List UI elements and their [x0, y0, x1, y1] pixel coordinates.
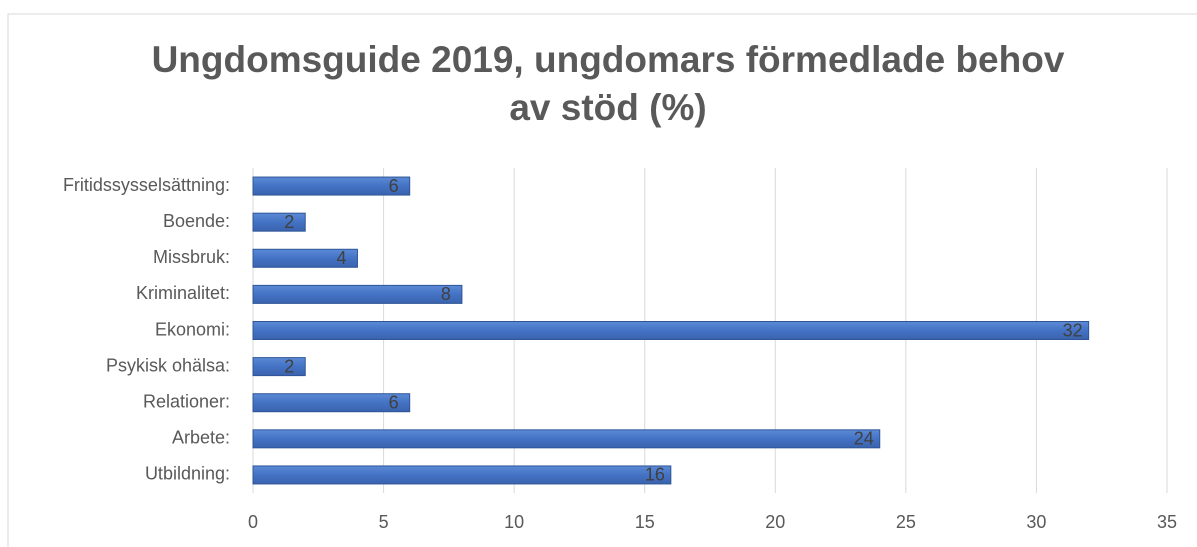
x-tick-label: 35	[1157, 512, 1177, 532]
y-tick-label: Psykisk ohälsa:	[106, 355, 230, 375]
value-label: 6	[389, 392, 399, 412]
value-label: 4	[336, 248, 346, 268]
value-label: 6	[389, 176, 399, 196]
chart-title: av stöd (%)	[509, 87, 706, 128]
bar	[252, 357, 306, 377]
x-tick-label: 25	[896, 512, 916, 532]
value-label: 8	[441, 284, 451, 304]
bar	[252, 284, 463, 304]
bar	[252, 212, 306, 232]
x-tick-label: 5	[379, 512, 389, 532]
bar	[252, 248, 358, 268]
value-label: 16	[645, 465, 665, 485]
x-tick-label: 10	[504, 512, 524, 532]
value-label: 24	[854, 429, 874, 449]
y-tick-label: Fritidssysselsättning:	[63, 175, 230, 195]
y-tick-label: Boende:	[163, 211, 230, 231]
value-label: 32	[1063, 320, 1083, 340]
chart-title: Ungdomsguide 2019, ungdomars förmedlade …	[152, 39, 1065, 80]
value-label: 2	[284, 212, 294, 232]
chart-border	[7, 13, 1197, 547]
x-tick-label: 20	[765, 512, 785, 532]
x-tick-label: 30	[1026, 512, 1046, 532]
y-tick-label: Kriminalitet:	[136, 283, 230, 303]
x-tick-label: 0	[248, 512, 258, 532]
bar	[252, 176, 411, 196]
y-tick-label: Utbildning:	[145, 464, 230, 484]
y-tick-label: Ekonomi:	[155, 319, 230, 339]
bar	[252, 393, 411, 413]
y-tick-label: Missbruk:	[153, 247, 230, 267]
bar	[252, 429, 881, 449]
x-tick-label: 15	[635, 512, 655, 532]
value-label: 2	[284, 356, 294, 376]
bar	[252, 465, 672, 485]
y-tick-label: Arbete:	[172, 428, 230, 448]
y-tick-label: Relationer:	[143, 391, 230, 411]
bar	[252, 321, 1090, 340]
